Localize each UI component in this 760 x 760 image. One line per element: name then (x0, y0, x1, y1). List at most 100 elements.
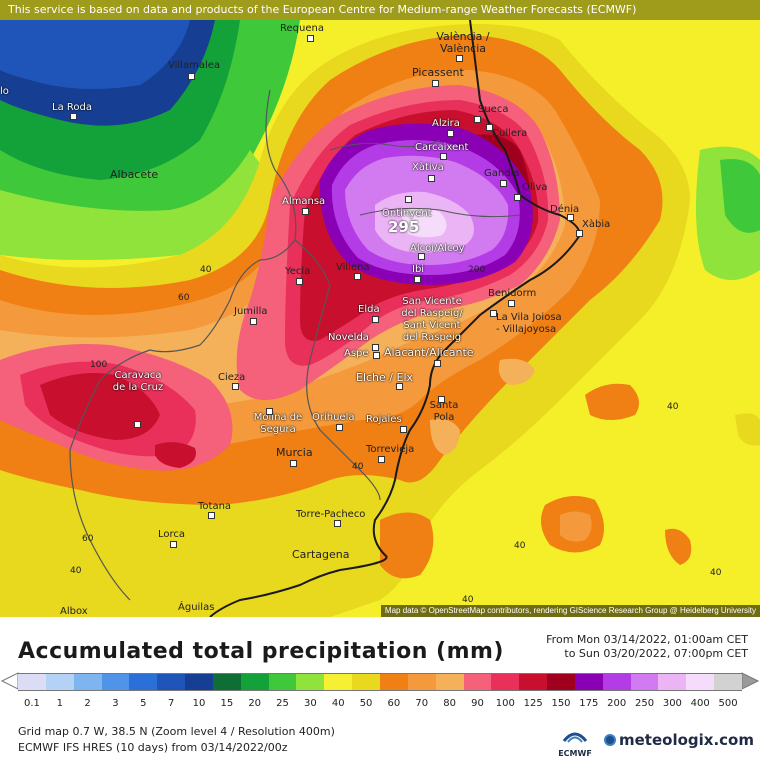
city-marker (434, 360, 441, 367)
color-swatch (519, 673, 548, 691)
color-swatch (435, 673, 464, 691)
color-swatch (212, 673, 241, 691)
contour-label: 60 (82, 534, 94, 544)
contour-label: 40 (352, 462, 364, 472)
precipitation-map[interactable]: This service is based on data and produc… (0, 0, 760, 617)
city-marker (373, 352, 380, 359)
color-swatch (157, 673, 186, 691)
city-label: Elche / Elx (356, 371, 414, 384)
color-tick-label: 60 (387, 698, 401, 709)
city-marker (266, 408, 273, 415)
city-marker (567, 214, 574, 221)
city-marker (447, 130, 454, 137)
color-swatch (686, 673, 715, 691)
city-marker (302, 208, 309, 215)
city-label: La Vila Joiosa - Villajoyosa (496, 312, 562, 335)
city-label: Cartagena (292, 548, 350, 561)
color-swatch (463, 673, 492, 691)
city-label: Santa Pola (429, 400, 459, 423)
color-swatch (18, 673, 46, 691)
legend-panel: Accumulated total precipitation (mm) Fro… (0, 617, 760, 760)
city-label: Cullera (492, 128, 528, 139)
color-swatch (714, 673, 743, 691)
color-tick-label: 300 (662, 698, 682, 709)
city-marker (418, 253, 425, 260)
color-scale-arrows (0, 672, 760, 690)
contour-label: 40 (462, 595, 474, 605)
city-marker (490, 310, 497, 317)
date-range: From Mon 03/14/2022, 01:00am CET to Sun … (546, 633, 748, 661)
city-label: Benidorm (488, 288, 537, 299)
color-swatch (491, 673, 520, 691)
city-label: Aspe (344, 348, 369, 359)
contour-label: 100 (90, 360, 108, 370)
city-marker (474, 116, 481, 123)
color-swatch (547, 673, 576, 691)
city-label: Sueca (478, 104, 509, 115)
contour-label: 200 (468, 265, 486, 275)
precipitation-field (0, 19, 760, 617)
date-to: to Sun 03/20/2022, 07:00pm CET (564, 647, 748, 660)
ecmwf-icon (562, 732, 588, 743)
date-from: From Mon 03/14/2022, 01:00am CET (546, 633, 748, 646)
city-marker (188, 73, 195, 80)
city-label: Cieza (218, 372, 246, 383)
city-marker (372, 344, 379, 351)
city-label: Molina de Segura (253, 412, 303, 435)
city-label: Murcia (276, 446, 313, 459)
city-marker (486, 124, 493, 131)
color-swatch (630, 673, 659, 691)
city-marker (170, 541, 177, 548)
city-marker (208, 512, 215, 519)
color-tick-label: 175 (579, 698, 599, 709)
city-label: Alzira (432, 118, 460, 129)
city-label: Torrevieja (366, 444, 415, 455)
color-tick-label: 250 (634, 698, 655, 709)
color-swatch (602, 673, 631, 691)
city-marker (250, 318, 257, 325)
color-tick-label: 500 (718, 698, 738, 709)
city-label: lo (0, 86, 9, 97)
city-label: Jumilla (234, 306, 268, 317)
color-tick-label: 400 (690, 698, 710, 709)
contour-label: 40 (70, 566, 82, 576)
city-label: Almansa (282, 196, 326, 207)
color-tick-label: 50 (359, 698, 373, 709)
city-marker (500, 180, 507, 187)
color-tick-label: 2 (84, 698, 91, 709)
color-tick-label: 5 (140, 698, 147, 709)
city-label: Oliva (522, 182, 548, 193)
city-marker (432, 80, 439, 87)
color-swatch (73, 673, 102, 691)
color-swatch (324, 673, 353, 691)
city-label: Rojales (366, 414, 402, 425)
brand-name[interactable]: meteologix.com (604, 731, 754, 749)
city-marker (440, 153, 447, 160)
city-label: Orihuela (312, 412, 355, 423)
city-label: Lorca (158, 529, 186, 540)
map-attribution: Map data © OpenStreetMap contributors, r… (380, 605, 760, 617)
city-label: Requena (280, 23, 324, 34)
color-swatch (185, 673, 214, 691)
color-tick-label: 150 (551, 698, 571, 709)
city-label: Torre-Pacheco (296, 509, 366, 520)
city-label: Ibi (412, 264, 425, 275)
city-label: Xàtiva (412, 162, 444, 173)
city-marker (405, 196, 412, 203)
color-tick-label: 3 (112, 698, 119, 709)
ecmwf-notice: This service is based on data and produc… (0, 0, 760, 20)
peak-value: 295 (388, 218, 420, 236)
color-swatch (407, 673, 436, 691)
city-marker (428, 175, 435, 182)
city-label: Carcaixent (415, 142, 469, 153)
city-label: Dénia (550, 204, 580, 215)
city-label: San Vicente del Raspeig/ Sant Vicent del… (401, 296, 463, 343)
city-marker (372, 316, 379, 323)
city-label: Gandia (484, 168, 520, 179)
color-swatch (296, 673, 325, 691)
city-marker (508, 300, 515, 307)
city-label: Alcoi/Alcoy (410, 243, 465, 254)
color-tick-label: 70 (415, 698, 429, 709)
color-swatch (240, 673, 269, 691)
contour-label: 40 (710, 568, 722, 578)
